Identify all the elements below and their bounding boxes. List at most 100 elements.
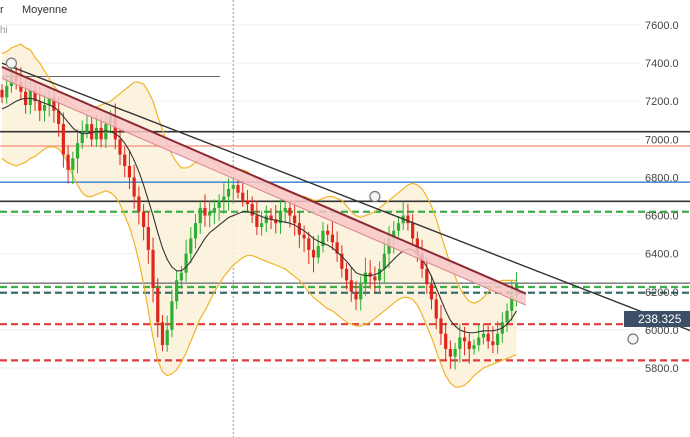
indicator-fragment-second: hi xyxy=(0,25,8,36)
candle-up xyxy=(316,246,320,258)
candle-up xyxy=(208,211,212,216)
candle-down xyxy=(368,272,372,277)
y-axis-tick-label: 6800.0 xyxy=(645,172,679,184)
candle-down xyxy=(293,215,297,224)
y-axis-tick-label: 7600.0 xyxy=(645,20,679,32)
candle-up xyxy=(477,337,481,346)
current-price-badge: 238.325 xyxy=(624,311,690,327)
candle-up xyxy=(75,143,80,159)
candle-up xyxy=(396,223,401,231)
candle-up xyxy=(170,301,174,330)
candle-down xyxy=(486,333,490,342)
candle-up xyxy=(472,345,476,349)
trend-channel-lower-edge xyxy=(1,77,527,306)
candle-up xyxy=(458,337,462,349)
candle-down xyxy=(99,127,103,140)
candle-down xyxy=(241,192,245,201)
candle-up xyxy=(283,207,287,212)
candle-down xyxy=(160,322,165,346)
candle-up xyxy=(453,348,457,357)
candle-down xyxy=(420,253,424,269)
y-axis-tick-label: 7400.0 xyxy=(645,58,679,70)
candle-up xyxy=(212,207,216,212)
candle-down xyxy=(462,337,467,342)
candle-up xyxy=(179,272,183,281)
candle-up xyxy=(321,230,325,247)
candle-up xyxy=(231,185,235,189)
indicator-label-moyenne[interactable]: Moyenne xyxy=(22,4,68,16)
y-axis-tick-label: 6600.0 xyxy=(645,211,679,223)
candle-down xyxy=(132,177,136,197)
candle-up xyxy=(359,284,363,300)
candle-up xyxy=(42,105,47,111)
candle-down xyxy=(146,226,150,250)
candle-down xyxy=(151,249,155,288)
candle-down xyxy=(448,348,452,357)
candle-down xyxy=(330,234,334,243)
candle-down xyxy=(373,276,377,281)
candle-up xyxy=(378,268,382,281)
candle-down xyxy=(425,268,429,285)
candle-down xyxy=(137,196,141,212)
trend-line xyxy=(1,62,690,332)
candle-down xyxy=(269,215,273,220)
candle-down xyxy=(123,154,127,167)
candle-down xyxy=(127,166,132,178)
candle-down xyxy=(311,249,316,258)
candle-up xyxy=(28,89,32,106)
candle-up xyxy=(363,272,368,285)
candle-up xyxy=(175,280,179,302)
candle-up xyxy=(217,200,221,208)
indicator-fragment: r xyxy=(0,4,4,16)
candle-up xyxy=(198,207,202,224)
candle-down xyxy=(236,185,240,193)
candle-down xyxy=(90,124,94,140)
candle-up xyxy=(278,211,283,224)
candle-down xyxy=(250,204,254,216)
trendline-anchor-handle[interactable] xyxy=(5,57,18,69)
candle-down xyxy=(302,234,306,239)
candle-up xyxy=(165,329,169,346)
candle-up xyxy=(392,230,396,239)
candle-up xyxy=(505,310,509,323)
candle-down xyxy=(118,139,122,155)
trendline-anchor-handle[interactable] xyxy=(627,333,639,345)
candle-down xyxy=(274,219,278,224)
candle-down xyxy=(297,223,301,235)
candle-down xyxy=(307,238,311,250)
candle-down xyxy=(467,341,471,349)
candle-down xyxy=(156,287,160,323)
y-axis-tick-label: 6200.0 xyxy=(645,287,679,299)
candle-down xyxy=(344,268,349,281)
candle-up xyxy=(5,85,9,98)
y-axis-tick-label: 6400.0 xyxy=(645,249,679,261)
candle-up xyxy=(189,238,193,254)
candle-down xyxy=(255,215,259,227)
trend-channel-upper-edge xyxy=(1,66,527,295)
candle-up xyxy=(510,295,514,311)
bollinger-lower-line xyxy=(1,146,517,388)
y-axis-tick-label: 5800.0 xyxy=(645,363,679,375)
moving-average-line xyxy=(1,97,517,334)
candle-down xyxy=(66,154,70,170)
candle-up xyxy=(94,127,98,140)
trend-channel-fill xyxy=(2,66,526,306)
candle-up xyxy=(496,333,500,346)
candle-down xyxy=(335,242,339,254)
candle-down xyxy=(61,124,65,155)
candle-down xyxy=(33,89,37,102)
candle-up xyxy=(47,97,51,106)
y-axis-tick-label: 6000.0 xyxy=(645,325,679,337)
candle-down xyxy=(142,211,146,227)
candle-down xyxy=(444,333,448,349)
candle-down xyxy=(0,89,4,98)
candle-down xyxy=(340,253,344,269)
candle-up xyxy=(193,223,198,239)
candle-down xyxy=(491,341,495,346)
candle-down xyxy=(38,101,42,111)
candle-down xyxy=(203,207,207,216)
trendline-anchor-handle[interactable] xyxy=(369,190,381,203)
candle-up xyxy=(222,196,226,201)
